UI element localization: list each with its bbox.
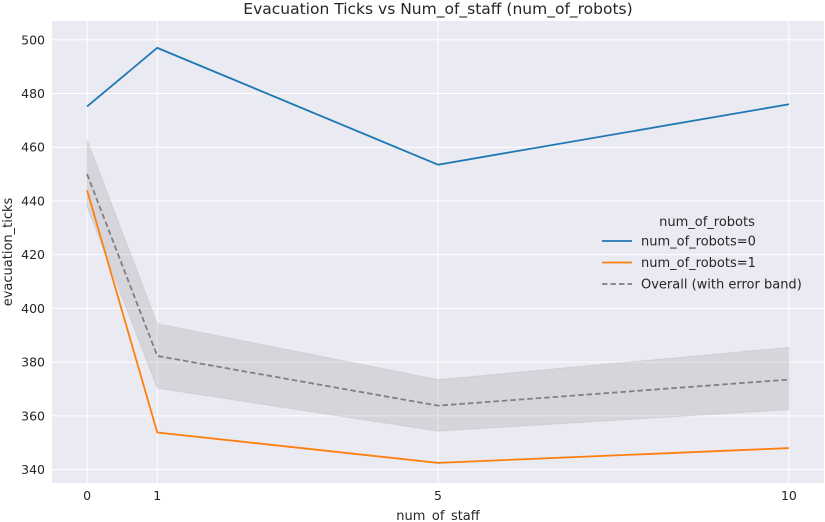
y-tick-label: 380 [21,355,45,370]
series-line-2 [86,173,789,407]
legend-label-1: num_of_robots=1 [641,256,756,271]
x-axis-label: num_of_staff [396,509,481,522]
y-tick-label: 360 [21,408,45,423]
grid-lines [52,21,824,483]
y-tick-label: 480 [21,86,45,101]
series-line-1 [86,189,789,464]
y-tick-label: 420 [21,247,45,262]
y-axis-label: evacuation_ticks [1,197,16,306]
legend-label-0: num_of_robots=0 [641,235,756,250]
y-tick-label: 340 [21,462,45,477]
legend-label-2: Overall (with error band) [641,278,802,293]
x-tick-label: 5 [434,488,442,503]
x-tick-label: 10 [781,488,797,503]
chart-title: Evacuation Ticks vs Num_of_staff (num_of… [243,0,632,19]
y-tick-label: 440 [21,193,45,208]
x-tick-label: 0 [83,488,91,503]
error-band [86,139,790,432]
error-bands [86,139,790,432]
y-tick-label: 460 [21,140,45,155]
tick-labels: 340 360 380 400 420 440 460 480 500 0 1 5 10 [21,32,797,503]
series-line-0 [86,46,790,166]
series-lines [86,46,790,464]
y-tick-label: 500 [21,32,45,47]
y-tick-label: 400 [21,301,45,316]
legend-title: num_of_robots [659,215,755,230]
x-tick-label: 1 [153,488,161,503]
legend: num_of_robots num_of_robots=0 num_of_robo… [602,215,802,293]
